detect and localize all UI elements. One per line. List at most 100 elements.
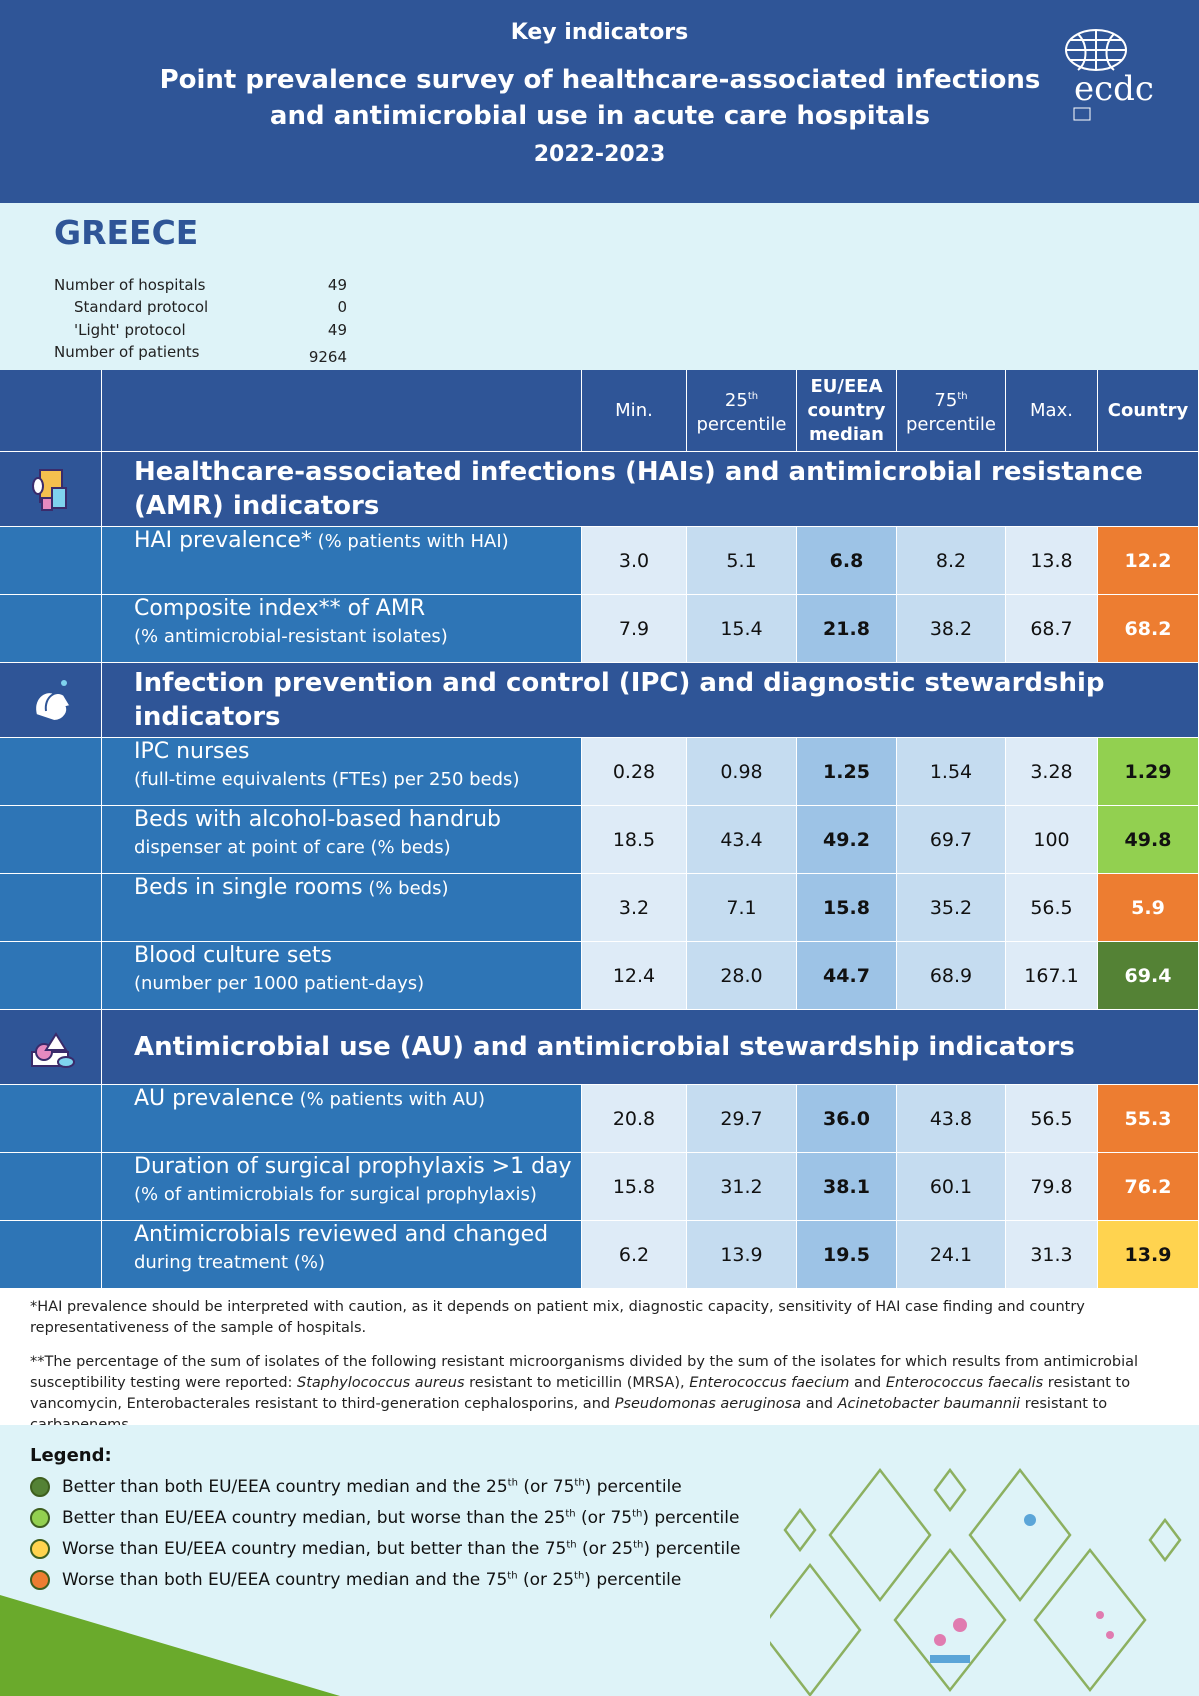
min-value: 20.8 — [582, 1085, 687, 1153]
country-name: GREECE — [54, 213, 199, 252]
legend-dot-icon — [30, 1477, 50, 1497]
p75-value: 35.2 — [897, 874, 1006, 942]
section-header: Infection prevention and control (IPC) a… — [0, 663, 1199, 738]
table-row: Duration of surgical prophylaxis >1 day(… — [0, 1153, 1199, 1221]
max-value: 56.5 — [1006, 1085, 1098, 1153]
median-value: 1.25 — [797, 738, 897, 806]
table-row: Beds in single rooms (% beds) 3.2 7.1 15.8… — [0, 874, 1199, 942]
max-value: 31.3 — [1006, 1221, 1098, 1289]
indicator-label: HAI prevalence* (% patients with HAI) — [102, 527, 582, 595]
max-value: 68.7 — [1006, 595, 1098, 663]
legend-dot-icon — [30, 1570, 50, 1590]
stat-value: 9264 — [308, 348, 347, 366]
years: 2022-2023 — [533, 142, 666, 167]
page-header: Key indicators Point prevalence survey o… — [0, 0, 1199, 203]
country-value: 13.9 — [1098, 1221, 1199, 1289]
stat-label: Standard protocol — [74, 298, 209, 316]
section-header: Healthcare-associated infections (HAIs) … — [0, 452, 1199, 527]
footnote-amr: **The percentage of the sum of isolates … — [30, 1354, 1139, 1433]
section-header: Antimicrobial use (AU) and antimicrobial… — [0, 1010, 1199, 1085]
min-value: 0.28 — [582, 738, 687, 806]
legend-item: Worse than both EU/EEA country median an… — [30, 1570, 681, 1590]
col-p25: 25th percentile — [687, 370, 797, 452]
stat-value: 49 — [327, 321, 347, 339]
p75-value: 1.54 — [897, 738, 1006, 806]
col-median: EU/EEA country median — [797, 370, 897, 452]
p75-value: 43.8 — [897, 1085, 1006, 1153]
health-icons-decoration — [770, 1467, 1182, 1696]
medicine-bottles-icon — [0, 452, 102, 527]
stat-value: 0 — [337, 298, 347, 316]
table-row: Blood culture sets (number per 1000 patie… — [0, 942, 1199, 1010]
p75-value: 69.7 — [897, 806, 1006, 874]
section-title: Infection prevention and control (IPC) a… — [102, 663, 1199, 738]
p75-value: 68.9 — [897, 942, 1006, 1010]
p75-value: 24.1 — [897, 1221, 1006, 1289]
footnote-hai: *HAI prevalence should be interpreted wi… — [30, 1299, 1085, 1336]
indicator-label: Composite index** of AMR (% antimicrobial… — [102, 595, 582, 663]
median-value: 21.8 — [797, 595, 897, 663]
p25-value: 5.1 — [687, 527, 797, 595]
p25-value: 43.4 — [687, 806, 797, 874]
section-title: Healthcare-associated infections (HAIs) … — [102, 452, 1199, 527]
pills-lab-icon — [0, 1010, 102, 1085]
country-value: 76.2 — [1098, 1153, 1199, 1221]
p25-value: 7.1 — [687, 874, 797, 942]
indicator-label: AU prevalence (% patients with AU) — [102, 1085, 582, 1153]
col-country: Country — [1098, 370, 1199, 452]
country-value: 5.9 — [1098, 874, 1199, 942]
median-value: 38.1 — [797, 1153, 897, 1221]
indicator-label: Beds in single rooms (% beds) — [102, 874, 582, 942]
col-max: Max. — [1006, 370, 1098, 452]
max-value: 167.1 — [1006, 942, 1098, 1010]
max-value: 56.5 — [1006, 874, 1098, 942]
median-value: 15.8 — [797, 874, 897, 942]
indicator-label: Antimicrobials reviewed and changed durin… — [102, 1221, 582, 1289]
indicator-label: IPC nurses (full-time equivalents (FTEs) … — [102, 738, 582, 806]
min-value: 15.8 — [582, 1153, 687, 1221]
legend-dot-icon — [30, 1508, 50, 1528]
country-value: 1.29 — [1098, 738, 1199, 806]
section-title: Antimicrobial use (AU) and antimicrobial… — [102, 1010, 1199, 1085]
p25-value: 0.98 — [687, 738, 797, 806]
legend-item: Better than EU/EEA country median, but w… — [30, 1508, 739, 1528]
svg-text:ecdc: ecdc — [1074, 69, 1154, 109]
country-value: 55.3 — [1098, 1085, 1199, 1153]
p75-value: 38.2 — [897, 595, 1006, 663]
min-value: 7.9 — [582, 595, 687, 663]
country-value: 69.4 — [1098, 942, 1199, 1010]
p25-value: 13.9 — [687, 1221, 797, 1289]
table-row: IPC nurses (full-time equivalents (FTEs) … — [0, 738, 1199, 806]
median-value: 36.0 — [797, 1085, 897, 1153]
indicator-label: Beds with alcohol-based handrub dispenser… — [102, 806, 582, 874]
table-row: Antimicrobials reviewed and changed durin… — [0, 1221, 1199, 1289]
stat-label: Number of hospitals — [54, 276, 206, 294]
stat-value: 49 — [327, 276, 347, 294]
table-row: Beds with alcohol-based handrub dispenser… — [0, 806, 1199, 874]
table-row: AU prevalence (% patients with AU) 20.8 2… — [0, 1085, 1199, 1153]
min-value: 12.4 — [582, 942, 687, 1010]
page-title: Point prevalence survey of healthcare-as… — [159, 65, 1041, 131]
p75-value: 8.2 — [897, 527, 1006, 595]
indicators-table: Min. 25th percentile EU/EEA country media… — [0, 370, 1199, 1289]
median-value: 49.2 — [797, 806, 897, 874]
kicker: Key indicators — [510, 20, 689, 45]
country-value: 49.8 — [1098, 806, 1199, 874]
p25-value: 31.2 — [687, 1153, 797, 1221]
table-row: HAI prevalence* (% patients with HAI) 3.… — [0, 527, 1199, 595]
p25-value: 28.0 — [687, 942, 797, 1010]
country-value: 12.2 — [1098, 527, 1199, 595]
legend: Legend: Better than both EU/EEA country … — [0, 1425, 1199, 1696]
p75-value: 60.1 — [897, 1153, 1006, 1221]
legend-title: Legend: — [30, 1445, 112, 1466]
min-value: 3.2 — [582, 874, 687, 942]
indicator-label: Blood culture sets (number per 1000 patie… — [102, 942, 582, 1010]
p25-value: 29.7 — [687, 1085, 797, 1153]
median-value: 6.8 — [797, 527, 897, 595]
median-value: 44.7 — [797, 942, 897, 1010]
handwashing-icon — [0, 663, 102, 738]
max-value: 79.8 — [1006, 1153, 1098, 1221]
col-p75: 75th percentile — [897, 370, 1006, 452]
indicator-label: Duration of surgical prophylaxis >1 day(… — [102, 1153, 582, 1221]
p25-value: 15.4 — [687, 595, 797, 663]
